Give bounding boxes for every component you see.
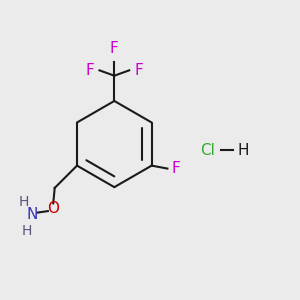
Text: O: O [47,201,59,216]
Text: Cl: Cl [200,142,215,158]
Text: F: F [134,63,143,78]
Text: N: N [27,207,38,222]
Text: F: F [85,63,94,78]
Text: F: F [110,41,119,56]
Text: H: H [238,142,249,158]
Text: H: H [19,195,29,209]
Text: H: H [21,224,32,238]
Text: F: F [172,161,181,176]
